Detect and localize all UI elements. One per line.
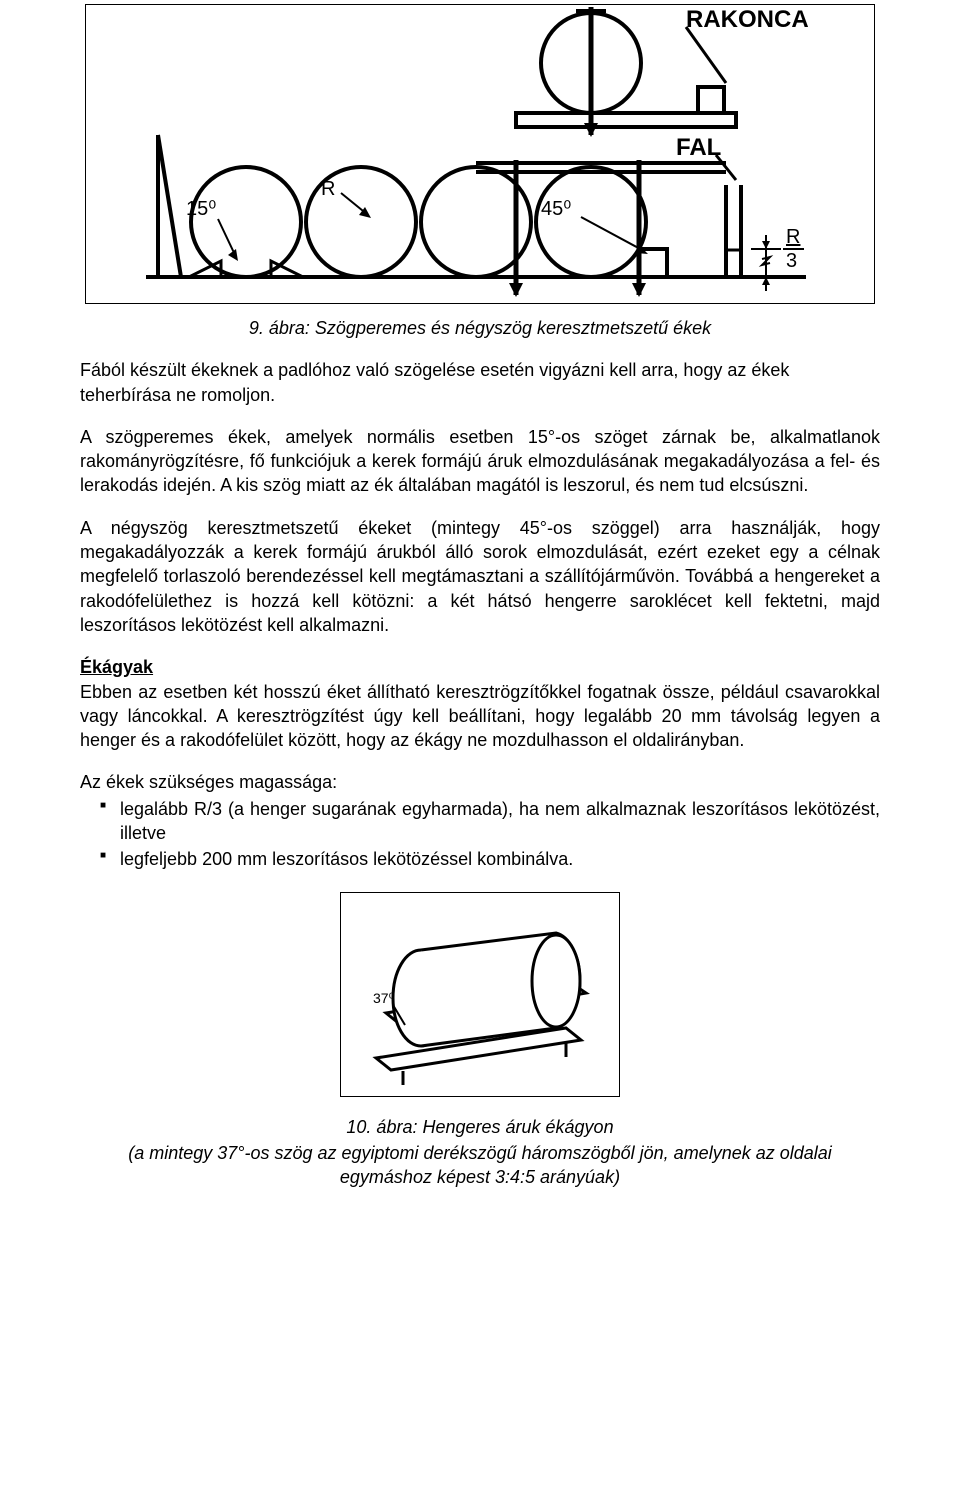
label-15deg: 15⁰ xyxy=(186,198,216,220)
figure-2-box: 37⁰ xyxy=(340,892,620,1097)
figure-1-box: RAKONCA FAL 15⁰ R 45⁰ R 3 xyxy=(85,4,875,304)
paragraph-2: A szögperemes ékek, amelyek normális ese… xyxy=(80,425,880,498)
label-fal: FAL xyxy=(676,134,721,161)
height-intro: Az ékek szükséges magassága: xyxy=(80,770,880,794)
section-heading-ekagyak: Ékágyak xyxy=(80,657,153,677)
height-bullet-list: legalább R/3 (a henger sugarának egyharm… xyxy=(80,797,880,872)
figure-1-caption: 9. ábra: Szögperemes és négyszög kereszt… xyxy=(80,316,880,340)
figure-1-svg: RAKONCA FAL 15⁰ R 45⁰ R 3 xyxy=(86,5,876,305)
paragraph-4-block: Ékágyak Ebben az esetben két hosszú éket… xyxy=(80,655,880,752)
label-R: R xyxy=(321,178,335,200)
label-37deg: 37⁰ xyxy=(373,990,395,1006)
paragraph-2-text: A szögperemes ékek, amelyek normális ese… xyxy=(80,427,880,496)
label-R3-bot: 3 xyxy=(786,250,797,272)
paragraph-4-text: Ebben az esetben két hosszú éket állítha… xyxy=(80,682,880,751)
figure-2-caption-a: 10. ábra: Hengeres áruk ékágyon xyxy=(80,1115,880,1139)
label-R3-top: R xyxy=(786,226,800,248)
bullet-1: legalább R/3 (a henger sugarának egyharm… xyxy=(100,797,880,846)
label-45deg: 45⁰ xyxy=(541,198,571,220)
label-rakonca: RAKONCA xyxy=(686,6,809,33)
figure-2-svg: 37⁰ xyxy=(341,893,621,1098)
bullet-2: legfeljebb 200 mm leszorításos lekötözés… xyxy=(100,847,880,871)
paragraph-1: Fából készült ékeknek a padlóhoz való sz… xyxy=(80,358,880,407)
paragraph-3: A négyszög keresztmetszetű ékeket (minte… xyxy=(80,516,880,637)
figure-2-caption-b: (a mintegy 37°-os szög az egyiptomi deré… xyxy=(80,1141,880,1190)
